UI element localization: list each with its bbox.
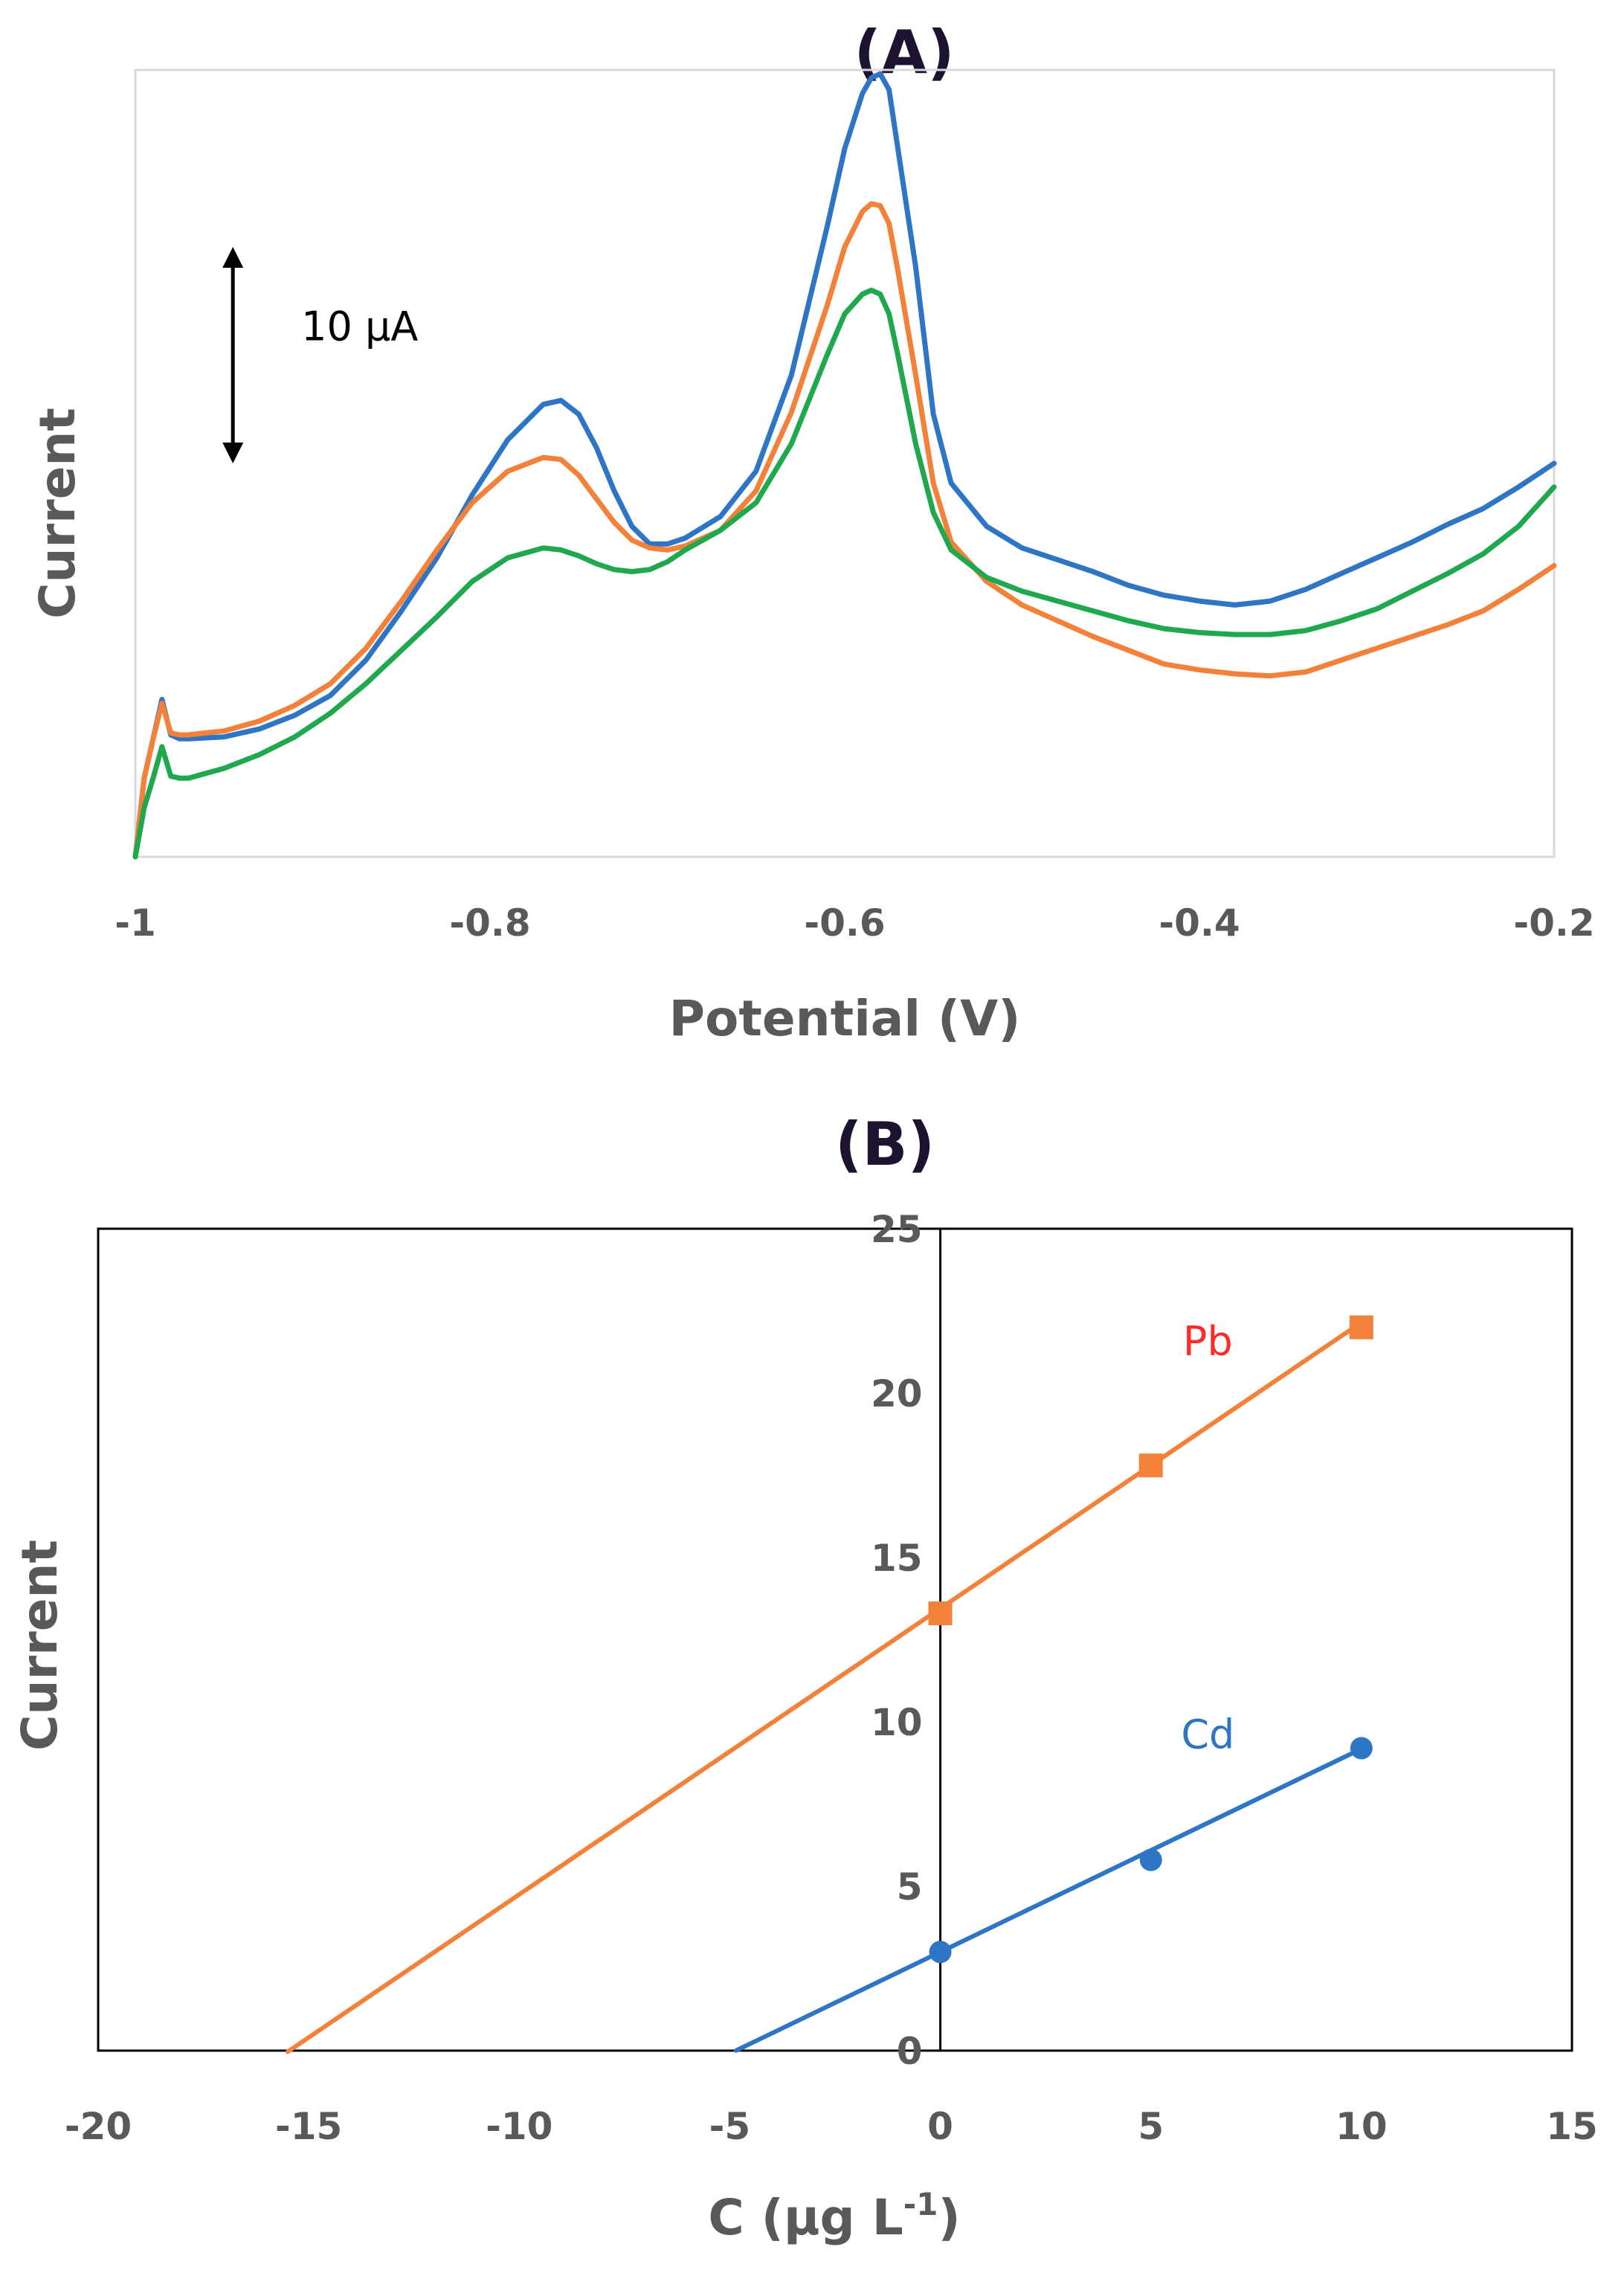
panel-b-title: (B) — [835, 1110, 935, 1179]
panel-b-x-tick-label: 10 — [1335, 2105, 1388, 2148]
fit-line-cd — [733, 1746, 1364, 2053]
curve-1 — [132, 71, 1557, 860]
panel-b-y-ticks: 0 5 10 15 20 25 — [871, 1208, 923, 2073]
panel-b-plot-frame — [97, 1227, 1573, 2052]
fit-line-pb — [285, 1319, 1364, 2054]
panel-b-x-tick-label: 5 — [1138, 2105, 1164, 2148]
panel-b-x-tick-label: -5 — [709, 2105, 751, 2148]
curve-3 — [132, 287, 1557, 860]
panel-a-curves — [132, 71, 1557, 860]
panel-b-x-axis-label: C (μg L-1) — [708, 2186, 960, 2246]
panel-b-points — [928, 1315, 1373, 1964]
point-cd — [1350, 1737, 1373, 1760]
panel-b-y-tick-label: 15 — [871, 1537, 923, 1580]
scale-bar-arrow-up-icon — [222, 247, 244, 269]
panel-b-x-tick-label: -15 — [275, 2105, 342, 2148]
scale-bar: 10 μA — [222, 247, 418, 463]
panel-a-x-tick-label: -0.4 — [1159, 901, 1240, 945]
panel-a-x-tick-label: -0.6 — [804, 901, 885, 945]
point-cd — [929, 1941, 952, 1964]
series-label-cd: Cd — [1181, 1711, 1234, 1758]
panel-a-x-tick-label: -0.2 — [1513, 901, 1594, 945]
point-pb — [928, 1601, 953, 1626]
panel-a-x-tick-label: -1 — [115, 901, 156, 945]
point-cd — [1139, 1848, 1162, 1871]
panel-a-y-axis-label: Current — [29, 408, 86, 619]
panel-a-x-tick-label: -0.8 — [449, 901, 530, 945]
panel-b-x-ticks: -20 -15 -10 -5 0 5 10 15 — [65, 2105, 1598, 2148]
panel-b-fit-lines — [285, 1319, 1364, 2054]
panel-b-x-tick-label: -20 — [65, 2105, 132, 2148]
panel-a-x-axis-label: Potential (V) — [669, 990, 1021, 1047]
series-label-pb: Pb — [1183, 1318, 1233, 1365]
panel-b-series-labels: Pb Cd — [1181, 1318, 1234, 1758]
panel-a-x-ticks: -1 -0.8 -0.6 -0.4 -0.2 — [115, 901, 1594, 945]
panel-a-plot-frame — [134, 68, 1556, 858]
panel-b-chart: (B) Pb Cd 0 5 10 15 20 25 -20 -15 -10 -5 0 5 10 15 C … — [11, 1110, 1598, 2246]
panel-b-x-axis-label-main: C (μg L — [708, 2189, 903, 2246]
panel-b-y-tick-label: 25 — [871, 1208, 923, 1251]
panel-b-x-tick-label: 15 — [1546, 2105, 1598, 2148]
panel-a-chart: (A) 10 μA -1 -0.8 -0.6 -0.4 -0.2 Potential (… — [29, 18, 1595, 1047]
point-pb — [1138, 1453, 1163, 1478]
panel-b-x-axis-label-close: ) — [938, 2189, 960, 2246]
panel-b-x-axis-label-superscript: -1 — [903, 2186, 938, 2222]
panel-b-y-tick-label: 5 — [897, 1865, 923, 1909]
scale-bar-arrow-down-icon — [222, 443, 244, 463]
panel-b-x-tick-label: -10 — [486, 2105, 552, 2148]
panel-b-y-axis-label: Current — [11, 1540, 68, 1751]
scale-bar-label: 10 μA — [301, 303, 418, 350]
panel-b-x-tick-label: 0 — [927, 2105, 953, 2148]
curve-2 — [132, 201, 1557, 860]
panel-b-y-tick-label: 10 — [871, 1701, 923, 1744]
point-pb — [1349, 1315, 1373, 1340]
panel-b-y-tick-label: 0 — [897, 2030, 923, 2073]
panel-b-y-tick-label: 20 — [871, 1372, 923, 1415]
